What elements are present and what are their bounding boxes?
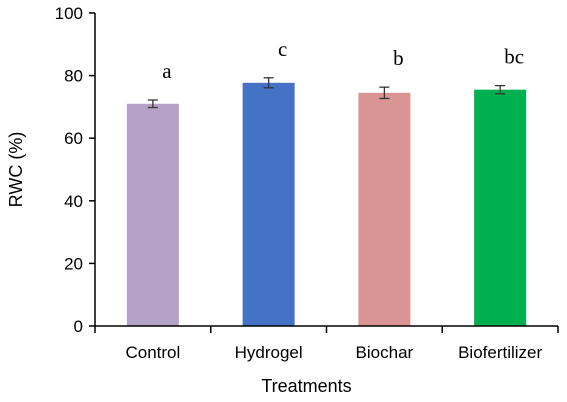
x-ticks: Control Hydrogel Biochar Biofertilizer bbox=[94, 326, 559, 362]
bar-biofertilizer bbox=[474, 89, 527, 326]
error-bar bbox=[263, 77, 274, 89]
error-bar bbox=[379, 86, 390, 100]
bars-layer: a c b bc bbox=[126, 37, 527, 327]
y-tick-label: 20 bbox=[64, 254, 83, 273]
error-bar bbox=[495, 84, 506, 95]
error-bar bbox=[147, 99, 158, 109]
y-tick-label: 0 bbox=[74, 317, 83, 336]
significance-letter: c bbox=[278, 37, 287, 61]
bar-biochar bbox=[358, 92, 411, 326]
y-tick-label: 60 bbox=[64, 129, 83, 148]
significance-letter: a bbox=[162, 59, 172, 83]
y-tick-label: 100 bbox=[55, 4, 83, 23]
y-tick-label: 80 bbox=[64, 67, 83, 86]
significance-letter: b bbox=[393, 46, 404, 70]
x-tick-label: Biofertilizer bbox=[458, 343, 542, 362]
y-tick-label: 40 bbox=[64, 192, 83, 211]
x-axis-title: Treatments bbox=[261, 376, 351, 396]
significance-letter: bc bbox=[504, 45, 524, 69]
x-tick-label: Biochar bbox=[356, 343, 414, 362]
y-axis-title: RWC (%) bbox=[6, 132, 26, 208]
y-ticks: 0 20 40 60 80 100 bbox=[55, 4, 95, 336]
bar-control bbox=[126, 103, 179, 327]
x-tick-label: Control bbox=[125, 343, 180, 362]
bar-hydrogel bbox=[242, 82, 295, 326]
x-tick-label: Hydrogel bbox=[235, 343, 303, 362]
